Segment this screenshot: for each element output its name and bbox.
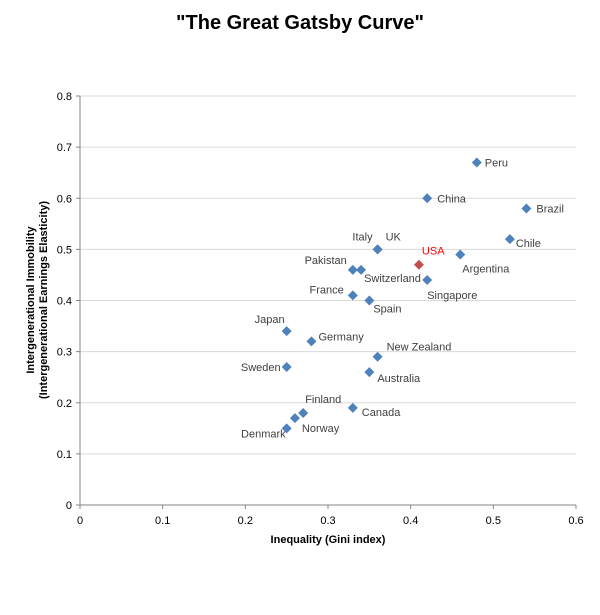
chart-title: "The Great Gatsby Curve" (176, 12, 424, 34)
data-point-japan (281, 326, 292, 337)
y-tick-label: 0.4 (57, 296, 72, 308)
y-axis-label: Intergenerational Immobility (25, 225, 37, 373)
point-label: Norway (302, 423, 340, 435)
point-label: Japan (255, 314, 285, 326)
point-label: Switzerland (364, 273, 421, 285)
x-axis-label: Inequality (Gini index) (271, 534, 386, 546)
data-point-sweden (281, 361, 292, 372)
x-tick-label: 0.3 (320, 515, 335, 527)
x-tick-label: 0.4 (403, 515, 418, 527)
point-label: Spain (373, 304, 401, 316)
data-point-argentina (455, 249, 466, 260)
y-tick-label: 0.3 (57, 347, 72, 359)
point-label: USA (422, 246, 445, 258)
x-tick-label: 0 (77, 515, 83, 527)
point-label: Denmark (241, 428, 286, 440)
data-point-singapore (422, 275, 433, 286)
data-point-china (422, 193, 433, 204)
y-tick-label: 0.2 (57, 398, 72, 410)
data-point-france (347, 290, 358, 301)
data-points (281, 157, 532, 434)
point-label: Germany (318, 331, 364, 343)
y-tick-label: 0.5 (57, 244, 72, 256)
point-label: Finland (305, 394, 341, 406)
y-tick-label: 0.6 (57, 193, 72, 205)
data-point-chile (504, 234, 515, 245)
point-label: Sweden (241, 362, 281, 374)
x-tick-label: 0.1 (155, 515, 170, 527)
data-point-pakistan (347, 264, 358, 275)
y-tick-label: 0.8 (57, 91, 72, 103)
point-label: Italy (352, 231, 373, 243)
point-label: Brazil (536, 203, 564, 215)
data-point-uk (372, 244, 383, 255)
data-point-brazil (521, 203, 532, 214)
point-label: UK (386, 231, 402, 243)
data-point-australia (364, 367, 375, 378)
point-label: Singapore (427, 290, 477, 302)
axes: 0 0.1 0.2 0.3 0.4 0.5 0.6 0.7 0.8 0 0.1 0.2 0.3 0.4 0.… (57, 91, 584, 527)
data-point-switzerland (356, 264, 367, 275)
x-tick-label: 0.2 (238, 515, 253, 527)
point-label: Canada (362, 407, 401, 419)
data-point-norway (289, 413, 300, 424)
data-point-usa (413, 259, 424, 270)
data-point-denmark (281, 423, 292, 434)
y-axis-label-sub: (Intergenerational Earnings Elasticity) (38, 201, 50, 399)
y-tick-label: 0.7 (57, 142, 72, 154)
x-tick-label: 0.5 (486, 515, 501, 527)
x-tick-label: 0.6 (568, 515, 583, 527)
point-label: Argentina (462, 263, 510, 275)
gridlines (80, 95, 576, 455)
data-point-spain (364, 295, 375, 306)
point-label: Peru (485, 157, 508, 169)
point-label: Pakistan (305, 255, 347, 267)
y-tick-label: 0.1 (57, 449, 72, 461)
point-label: Chile (516, 238, 541, 250)
data-point-new-zealand (372, 351, 383, 362)
point-label: Australia (377, 373, 421, 385)
data-point-peru (471, 157, 482, 168)
point-label: France (310, 284, 344, 296)
data-point-finland (298, 407, 309, 418)
data-point-canada (347, 402, 358, 413)
y-tick-label: 0 (66, 500, 72, 512)
point-label: China (437, 193, 467, 205)
point-label: New Zealand (387, 342, 452, 354)
point-labels: Peru China Brazil Chile Argentina USA Singapor… (241, 157, 564, 440)
data-point-germany (306, 336, 317, 347)
